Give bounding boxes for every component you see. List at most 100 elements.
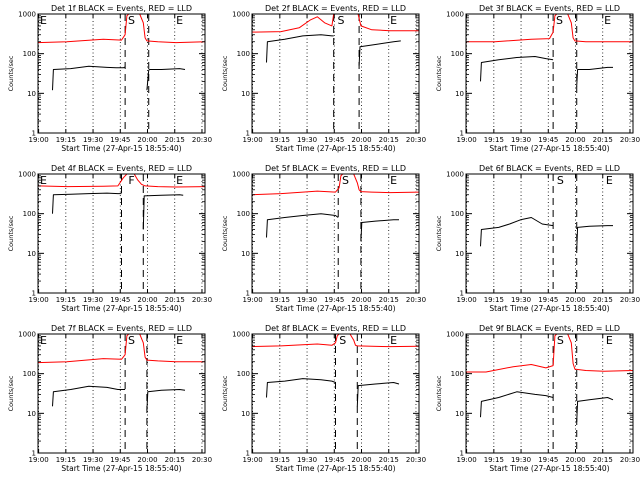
x-tick-label: 19:00	[29, 456, 49, 464]
x-tick-label: 19:00	[457, 296, 477, 304]
y-tick-label: 10	[241, 90, 250, 98]
x-tick-label: 19:30	[511, 136, 531, 144]
x-tick-label: 20:15	[593, 136, 613, 144]
x-tick-label: 20:00	[351, 296, 371, 304]
x-tick-label: 19:00	[457, 136, 477, 144]
x-tick-label: 20:30	[192, 296, 212, 304]
x-tick-label: 19:15	[56, 136, 76, 144]
x-tick-label: 20:30	[192, 136, 212, 144]
x-tick-label: 19:45	[110, 296, 130, 304]
y-tick-label: 100	[23, 370, 36, 378]
y-tick-label: 100	[237, 210, 250, 218]
y-tick-label: 100	[237, 370, 250, 378]
series-events-line	[266, 34, 401, 66]
marker-label: E	[40, 334, 47, 347]
x-tick-label: 19:15	[270, 136, 290, 144]
x-tick-label: 19:30	[83, 136, 103, 144]
x-tick-label: 19:15	[484, 136, 504, 144]
series-events-line	[266, 213, 399, 242]
panel-title: Det 6f BLACK = Events, RED = LLD	[479, 164, 620, 173]
panel-title: Det 7f BLACK = Events, RED = LLD	[51, 324, 192, 333]
x-tick-label: 20:00	[565, 296, 585, 304]
series-lld-line	[38, 334, 205, 364]
y-tick-label: 1	[460, 290, 464, 298]
marker-label: S	[128, 334, 135, 347]
marker-label: E	[176, 174, 183, 187]
panel-det-2: Det 2f BLACK = Events, RED = LLD 19:00 19:…	[221, 4, 426, 153]
x-tick-label: 19:45	[538, 136, 558, 144]
x-axis-label: Start Time (27-Apr-15 18:55:40)	[275, 304, 395, 313]
x-tick-label: 20:15	[379, 456, 399, 464]
panel-det-3: Det 3f BLACK = Events, RED = LLD 19:00 19:…	[435, 4, 640, 153]
plot-frame	[37, 333, 206, 454]
plot-frame	[465, 173, 634, 294]
x-tick-label: 19:00	[29, 296, 49, 304]
x-tick-label: 19:15	[270, 296, 290, 304]
marker-label: E	[40, 174, 47, 187]
y-axis-label: Counts/sec	[435, 215, 443, 251]
plot-frame	[251, 333, 420, 454]
x-axis-label: Start Time (27-Apr-15 18:55:40)	[489, 304, 609, 313]
panel-title: Det 4f BLACK = Events, RED = LLD	[51, 164, 192, 173]
y-tick-label: 1000	[18, 331, 36, 339]
panel-title: Det 1f BLACK = Events, RED = LLD	[51, 4, 192, 13]
series-lld-line	[38, 174, 205, 188]
y-tick-label: 100	[451, 210, 464, 218]
marker-label: S	[557, 334, 564, 347]
x-tick-label: 19:15	[484, 456, 504, 464]
x-tick-label: 20:15	[593, 456, 613, 464]
series-events-line	[266, 378, 400, 407]
y-tick-label: 10	[455, 90, 464, 98]
y-tick-label: 1000	[446, 171, 464, 179]
series-lld-line	[252, 334, 419, 348]
panel-det-9: Det 9f BLACK = Events, RED = LLD 19:00 19:…	[435, 324, 640, 473]
marker-label: E	[176, 14, 183, 27]
y-tick-label: 1	[460, 130, 464, 138]
x-tick-label: 20:30	[192, 456, 212, 464]
series-lld-line	[252, 174, 419, 196]
marker-label: S	[337, 14, 344, 27]
y-tick-label: 1	[32, 450, 36, 458]
series-lld-line	[38, 14, 205, 44]
x-tick-label: 19:45	[110, 456, 130, 464]
y-tick-label: 100	[237, 50, 250, 58]
x-axis-label: Start Time (27-Apr-15 18:55:40)	[61, 304, 181, 313]
y-tick-label: 1	[246, 290, 250, 298]
y-tick-label: 1	[246, 450, 250, 458]
x-tick-label: 19:30	[297, 136, 317, 144]
x-tick-label: 19:00	[29, 136, 49, 144]
y-tick-label: 1	[32, 130, 36, 138]
x-tick-label: 20:00	[137, 136, 157, 144]
y-tick-label: 10	[27, 90, 36, 98]
x-tick-label: 19:15	[56, 296, 76, 304]
x-tick-label: 19:15	[56, 456, 76, 464]
series-lld-line	[466, 14, 633, 43]
x-axis-label: Start Time (27-Apr-15 18:55:40)	[489, 464, 609, 473]
plot-frame	[251, 173, 420, 294]
plot-frame	[465, 333, 634, 454]
marker-label: E	[606, 174, 613, 187]
marker-label: E	[390, 14, 397, 27]
x-tick-label: 20:00	[565, 456, 585, 464]
x-axis-label: Start Time (27-Apr-15 18:55:40)	[275, 144, 395, 153]
x-tick-label: 20:15	[165, 456, 185, 464]
marker-label: S	[128, 14, 135, 27]
series-events-line	[52, 65, 186, 91]
marker-label: S	[339, 334, 346, 347]
x-tick-label: 20:30	[620, 456, 640, 464]
x-tick-label: 19:45	[324, 456, 344, 464]
marker-label: S	[557, 174, 564, 187]
y-axis-label: Counts/sec	[7, 55, 15, 91]
plot-frame	[37, 173, 206, 294]
x-tick-label: 20:15	[165, 296, 185, 304]
y-axis-label: Counts/sec	[7, 215, 15, 251]
marker-label: E	[604, 14, 611, 27]
x-tick-label: 20:15	[379, 296, 399, 304]
series-lld-line	[252, 14, 419, 33]
y-axis-label: Counts/sec	[221, 215, 229, 251]
x-tick-label: 20:00	[565, 136, 585, 144]
y-tick-label: 1000	[18, 11, 36, 19]
y-tick-label: 1000	[232, 11, 250, 19]
x-tick-label: 19:00	[243, 136, 263, 144]
x-tick-label: 20:30	[620, 296, 640, 304]
